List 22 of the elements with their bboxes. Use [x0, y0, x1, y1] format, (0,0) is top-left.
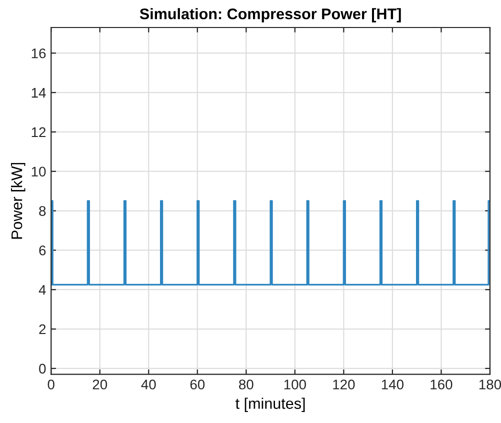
y-tick-label: 16	[32, 48, 46, 58]
x-tick-label: 180	[479, 380, 501, 390]
x-tick-label: 60	[190, 380, 205, 390]
x-axis-title: t [minutes]	[236, 398, 305, 412]
x-tick-label: 20	[92, 380, 108, 390]
chart-title: Simulation: Compressor Power [HT]	[140, 8, 401, 22]
x-tick-label: 120	[333, 380, 355, 390]
x-tick-label: 40	[141, 380, 156, 390]
y-tick-label: 12	[32, 127, 46, 137]
y-tick-label: 0	[39, 364, 46, 374]
x-tick-label: 0	[48, 380, 54, 390]
y-tick-label: 14	[32, 88, 46, 98]
x-tick-label: 100	[284, 380, 306, 390]
y-tick-label: 10	[32, 166, 46, 177]
x-tick-label: 140	[382, 380, 404, 390]
x-tick-label: 80	[239, 380, 254, 390]
x-tick-label: 160	[430, 380, 452, 390]
y-tick-label: 6	[39, 246, 46, 256]
y-axis-title: Power [kW]	[10, 162, 26, 239]
y-tick-label: 8	[39, 206, 46, 216]
y-tick-label: 4	[38, 285, 46, 295]
y-tick-label: 2	[39, 324, 46, 334]
